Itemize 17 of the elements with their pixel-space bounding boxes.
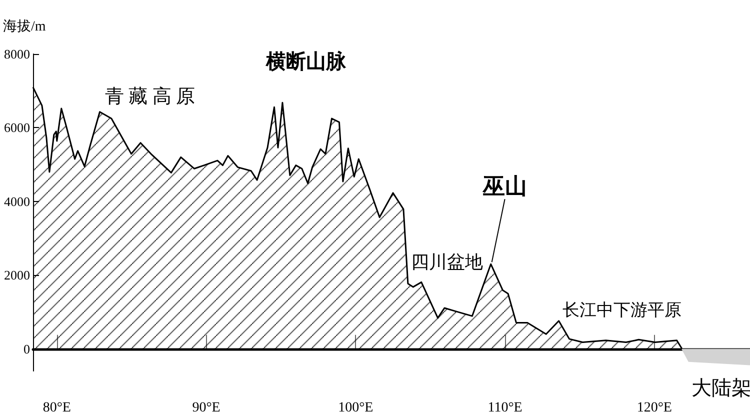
y-axis-title: 海拔/m (3, 18, 46, 34)
x-tick-label: 110°E (488, 400, 522, 415)
annotation: 青 藏 高 原 (104, 86, 196, 108)
x-tick-label: 100°E (338, 400, 374, 415)
annotation: 横断山脉 (265, 50, 347, 73)
annotation: 长江中下游平原 (562, 300, 682, 320)
y-tick-label: 8000 (4, 46, 30, 62)
x-tick-label: 90°E (192, 400, 220, 415)
annotation: 大陆架 (692, 378, 750, 400)
x-tick-label: 120°E (636, 400, 672, 415)
annotation: 巫山 (482, 174, 527, 199)
y-tick-label: 0 (24, 341, 30, 356)
y-tick-label: 2000 (4, 268, 30, 283)
x-tick-label: 80°E (42, 400, 71, 415)
annotation: 四川盆地 (411, 252, 483, 272)
y-tick-label: 4000 (4, 194, 30, 209)
y-tick-label: 6000 (4, 120, 30, 136)
